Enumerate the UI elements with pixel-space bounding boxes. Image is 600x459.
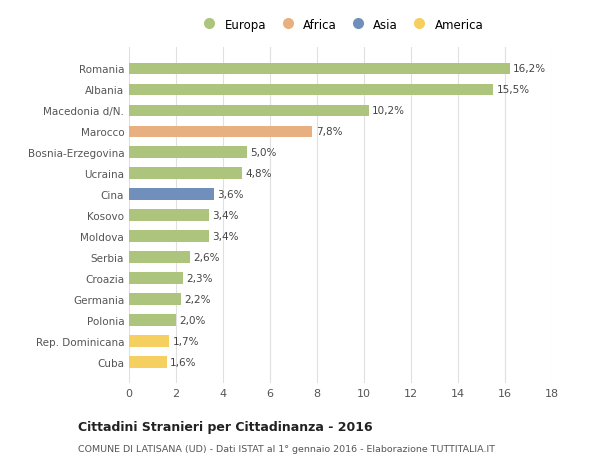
Text: COMUNE DI LATISANA (UD) - Dati ISTAT al 1° gennaio 2016 - Elaborazione TUTTITALI: COMUNE DI LATISANA (UD) - Dati ISTAT al … <box>78 444 495 453</box>
Text: 5,0%: 5,0% <box>250 148 277 158</box>
Bar <box>129 105 368 117</box>
Text: 2,0%: 2,0% <box>179 315 206 325</box>
Bar <box>129 126 312 138</box>
Bar <box>129 189 214 201</box>
Bar <box>129 84 493 96</box>
Text: 3,4%: 3,4% <box>212 232 239 241</box>
Text: 15,5%: 15,5% <box>497 85 530 95</box>
Bar <box>129 168 242 179</box>
Bar <box>129 315 176 326</box>
Text: 7,8%: 7,8% <box>316 127 343 137</box>
Bar <box>129 336 169 347</box>
Legend: Europa, Africa, Asia, America: Europa, Africa, Asia, America <box>193 14 488 36</box>
Text: 3,4%: 3,4% <box>212 211 239 221</box>
Bar <box>129 210 209 222</box>
Text: 2,6%: 2,6% <box>194 252 220 263</box>
Bar <box>129 357 167 368</box>
Text: 3,6%: 3,6% <box>217 190 244 200</box>
Bar <box>129 252 190 263</box>
Text: 16,2%: 16,2% <box>513 64 547 74</box>
Bar <box>129 63 510 75</box>
Text: 10,2%: 10,2% <box>372 106 405 116</box>
Text: 2,3%: 2,3% <box>187 274 213 284</box>
Text: 1,6%: 1,6% <box>170 357 197 367</box>
Text: 4,8%: 4,8% <box>245 169 272 179</box>
Text: Cittadini Stranieri per Cittadinanza - 2016: Cittadini Stranieri per Cittadinanza - 2… <box>78 420 373 433</box>
Text: 2,2%: 2,2% <box>184 295 211 304</box>
Bar <box>129 231 209 242</box>
Bar <box>129 294 181 305</box>
Text: 1,7%: 1,7% <box>172 336 199 347</box>
Bar <box>129 273 183 284</box>
Bar <box>129 147 247 159</box>
